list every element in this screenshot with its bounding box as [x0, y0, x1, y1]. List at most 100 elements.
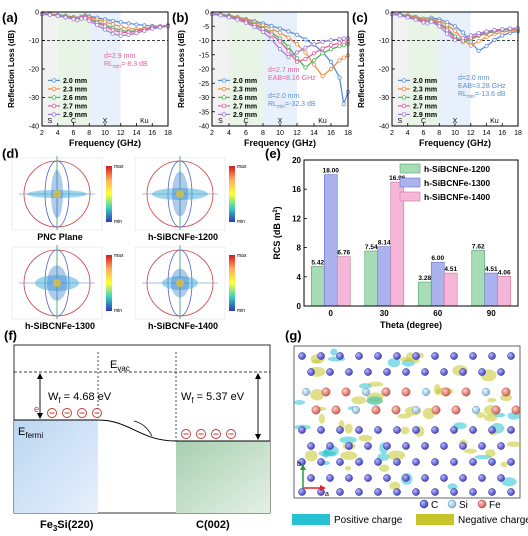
panel-label-c: (c) — [352, 10, 368, 25]
series-point-4-14 — [492, 27, 497, 33]
y-tick-label--30: -30 — [29, 95, 39, 102]
series-point-0-10 — [460, 30, 465, 35]
band-label-s: S — [48, 118, 53, 125]
series-point-4-7 — [437, 24, 442, 29]
efermi-label: Efermi — [18, 426, 43, 440]
panel-d-rcs-patterns: (d) max min PNC Plane max min h-SiBCNFe-1200 m… — [2, 146, 247, 331]
x-tick-label-30: 30 — [380, 309, 389, 318]
atom-c-0-10 — [488, 352, 496, 360]
y-tick-label--20: -20 — [199, 67, 209, 74]
legend-atom-fe — [477, 499, 487, 509]
bar-label-0-2: 3.28 — [418, 275, 431, 282]
charge-blob-55 — [447, 483, 458, 490]
atom-si-0-3 — [362, 388, 371, 397]
x-tick-label-4: 4 — [56, 130, 60, 137]
bar-label-0-1: 7.54 — [365, 244, 378, 251]
bar-label-1-3: 4.51 — [485, 266, 498, 273]
colorbar-3 — [229, 255, 235, 311]
atom-c-2-2 — [336, 426, 344, 434]
series-point-3-16 — [341, 40, 346, 45]
series-point-4-10 — [294, 50, 300, 55]
charge-blob-38 — [485, 449, 496, 457]
legend-label-0: 2.0 mm — [413, 78, 437, 85]
series-point-3-10 — [102, 24, 108, 29]
charge-blob-52 — [318, 450, 337, 457]
atom-c-5-3 — [364, 474, 372, 482]
x-tick-label-14: 14 — [133, 130, 141, 137]
band-label-x: X — [103, 118, 108, 125]
series-point-2-14 — [328, 46, 334, 52]
atom-fe-1-9 — [491, 405, 501, 415]
y-axis-label-e: RCS (dB m2) — [272, 206, 282, 259]
atom-c-6-2 — [336, 488, 344, 496]
band-region-c — [229, 12, 263, 126]
y-tick-label--40: -40 — [379, 124, 389, 131]
series-point-4-1 — [397, 13, 402, 18]
panel-g-charge-density: (g) b a C Si Fe Positive charge Negative… — [285, 328, 528, 526]
atom-c-0-3 — [355, 352, 363, 360]
atom-c-1-5 — [402, 368, 410, 376]
legend-marker-2 — [51, 95, 57, 100]
x-tick-label-12: 12 — [467, 130, 475, 137]
y-tick-label--40: -40 — [29, 124, 39, 131]
charge-blob-51 — [500, 461, 508, 468]
charge-blob-27 — [318, 413, 325, 424]
legend-marker-1 — [51, 86, 57, 92]
charge-blob-54 — [463, 448, 477, 454]
series-point-4-12 — [476, 30, 481, 36]
atom-c-2-0 — [298, 426, 306, 434]
atom-c-2-1 — [317, 426, 325, 434]
colorbar-max-0: max — [114, 164, 124, 170]
band-label-c: C — [421, 118, 426, 125]
x-tick-label-60: 60 — [433, 309, 442, 318]
panel-a-rl-chart: (a) S C X Ku 2 4 6 8 10 12 14 16 18 0 -10 -20 -30 -40 Frequ… — [2, 10, 172, 149]
series-point-4-9 — [95, 22, 100, 28]
panel-b-rl-chart: (b) S C X Ku 2 4 6 8 10 12 14 16 18 0 -5 -10 -15 -20 -25 -30… — [172, 10, 352, 149]
atom-c-4-2 — [336, 458, 344, 466]
x-tick-label-12: 12 — [117, 130, 125, 137]
series-point-4-13 — [484, 29, 489, 34]
series-point-4-11 — [110, 31, 116, 36]
atom-si-0-0 — [302, 388, 311, 397]
bar-2-0 — [336, 256, 351, 307]
atom-c-1-6 — [421, 368, 429, 376]
legend-marker-4 — [401, 112, 407, 117]
y-tick-label--35: -35 — [199, 109, 209, 116]
legend-label-3: 2.7 mm — [413, 103, 437, 110]
atom-c-2-4 — [374, 426, 382, 434]
charge-blob-69 — [358, 434, 373, 442]
atom-c-2-3 — [355, 426, 363, 434]
series-point-3-8 — [277, 39, 283, 44]
carbon-band — [176, 441, 270, 513]
legend-label-2: 2.6 mm — [233, 95, 257, 102]
atom-c-3-7 — [440, 442, 448, 450]
atom-c-1-10 — [497, 368, 505, 376]
atom-c-3-4 — [383, 442, 391, 450]
series-point-1-15 — [337, 58, 342, 63]
atom-lattice — [298, 352, 521, 496]
atom-si-0-9 — [482, 388, 491, 397]
bar-label-1-0: 18.00 — [323, 168, 340, 175]
atom-c-1-9 — [478, 368, 486, 376]
atom-c-4-5 — [393, 458, 401, 466]
legend-atom-c — [419, 499, 429, 509]
pattern-core-0 — [53, 190, 61, 198]
legend-label-2: 2.6 mm — [63, 95, 87, 102]
charge-blob-65 — [397, 413, 411, 419]
series-point-0-14 — [492, 37, 497, 43]
x-axis-label: Frequency (GHz) — [69, 138, 141, 148]
atom-c-6-8 — [450, 488, 458, 496]
bar-label-2-3: 4.06 — [498, 269, 511, 276]
axis-a-head — [320, 485, 326, 491]
series-point-0-10 — [294, 32, 300, 37]
band-label-c: C — [243, 118, 248, 125]
series-point-4-2 — [405, 15, 410, 20]
charge-blob-28 — [387, 450, 405, 461]
series-point-2-11 — [303, 65, 308, 70]
series-point-1-12 — [311, 62, 317, 67]
series-point-4-12 — [311, 42, 317, 47]
pattern-caption-2: h-SiBCNFe-1300 — [25, 321, 95, 331]
series-point-0-14 — [134, 22, 139, 27]
bar-label-2-1: 16.96 — [389, 175, 406, 182]
legend-marker-2 — [401, 95, 407, 100]
